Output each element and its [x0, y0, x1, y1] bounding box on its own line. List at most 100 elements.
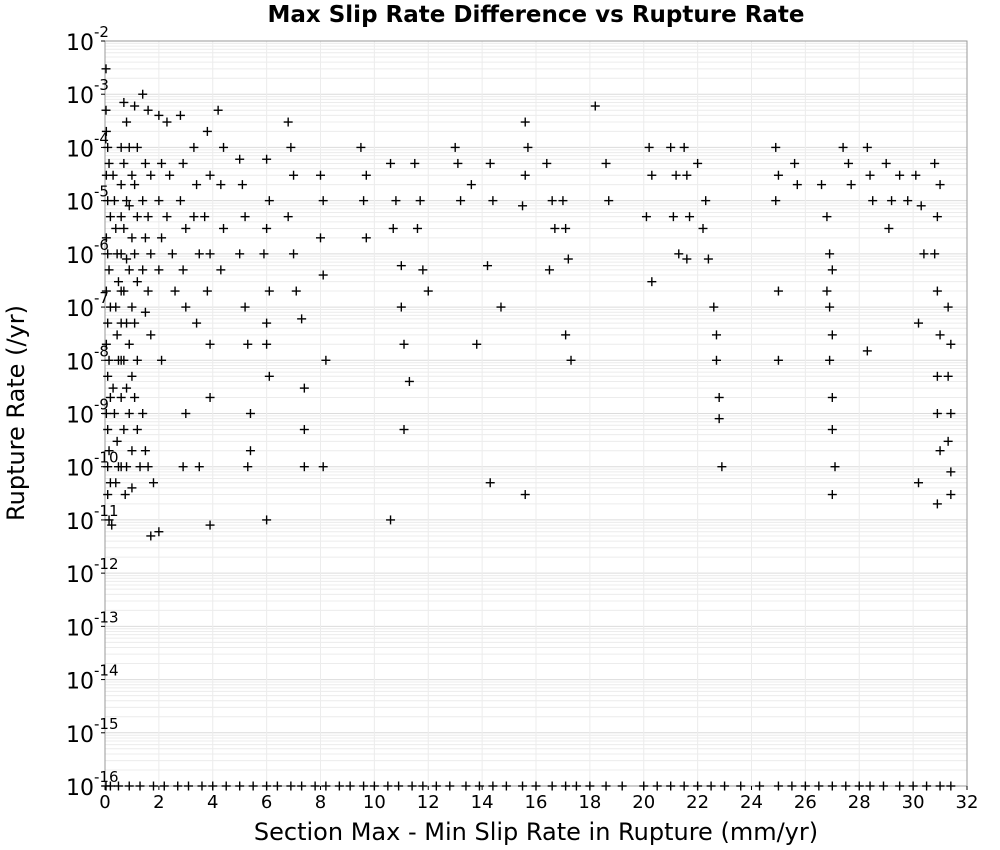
baseline-data-point — [814, 781, 824, 791]
data-point — [386, 158, 396, 168]
data-point — [316, 233, 325, 243]
baseline-data-point — [297, 781, 307, 791]
data-point — [154, 196, 164, 206]
data-point — [132, 355, 142, 365]
data-point — [356, 142, 366, 152]
data-point — [243, 462, 253, 472]
x-tick-label: 14 — [471, 792, 494, 813]
data-point — [202, 286, 212, 296]
data-point — [116, 180, 126, 190]
data-point — [289, 170, 299, 180]
data-point — [122, 383, 132, 393]
data-point — [143, 212, 153, 222]
data-point — [930, 158, 940, 168]
baseline-data-point — [827, 781, 837, 791]
y-tick-label: 10-9 — [66, 396, 109, 429]
y-tick-label: 10-3 — [66, 76, 109, 109]
data-point — [792, 180, 802, 190]
data-point — [321, 355, 331, 365]
data-point — [903, 196, 913, 206]
data-point — [132, 277, 142, 287]
data-point — [119, 286, 129, 296]
data-point — [146, 330, 156, 340]
data-point — [104, 355, 114, 365]
baseline-data-point — [135, 781, 145, 791]
data-point — [518, 201, 528, 211]
data-point — [205, 339, 215, 349]
baseline-data-point — [345, 781, 355, 791]
baseline-data-point — [773, 781, 783, 791]
x-tick-label: 22 — [686, 792, 709, 813]
data-point — [245, 446, 255, 456]
y-tick-label: 10-11 — [66, 502, 119, 535]
data-point — [450, 142, 460, 152]
data-point — [245, 409, 255, 418]
data-point — [154, 527, 164, 537]
data-point — [103, 425, 113, 435]
data-point — [130, 392, 140, 402]
baseline-data-point — [878, 781, 888, 791]
data-point — [240, 302, 250, 312]
baseline-data-point — [679, 781, 689, 791]
y-tick-label: 10-6 — [66, 236, 109, 269]
data-point — [297, 314, 307, 324]
data-point — [916, 201, 926, 211]
data-point — [154, 265, 164, 275]
data-point — [108, 383, 118, 393]
baseline-data-point — [394, 781, 404, 791]
data-point — [399, 425, 409, 435]
data-point — [472, 339, 482, 349]
data-point — [243, 339, 253, 349]
data-point — [523, 142, 533, 152]
data-point — [289, 249, 299, 259]
baseline-data-point — [652, 781, 662, 791]
x-tick-label: 28 — [848, 792, 871, 813]
data-point — [262, 154, 272, 164]
data-point — [771, 142, 781, 152]
baseline-data-point — [561, 781, 571, 791]
data-point — [124, 409, 134, 418]
data-point — [262, 515, 272, 525]
baseline-data-point — [601, 781, 611, 791]
data-point — [423, 286, 433, 296]
data-point — [520, 490, 530, 500]
data-point — [318, 462, 328, 472]
data-point — [485, 478, 495, 488]
data-point — [264, 196, 274, 206]
data-point — [154, 110, 164, 120]
data-point — [547, 196, 557, 206]
axis-ticks: 0 2 4 6 8 10 12 14 16 18 20 22 24 26 28 30 3210-1610-151… — [66, 23, 978, 813]
data-point — [162, 212, 172, 222]
data-point — [932, 371, 942, 381]
data-point — [286, 142, 296, 152]
data-point — [561, 223, 571, 233]
data-point — [146, 170, 156, 180]
data-point — [361, 170, 371, 180]
data-point — [143, 286, 153, 296]
data-point — [709, 302, 719, 312]
data-point — [175, 110, 185, 120]
data-point — [157, 158, 167, 168]
data-point — [178, 158, 188, 168]
baseline-data-point — [124, 781, 134, 791]
baseline-data-point — [895, 781, 905, 791]
data-point — [283, 117, 293, 127]
data-point — [846, 180, 856, 190]
data-point — [868, 196, 878, 206]
data-point — [235, 249, 245, 259]
data-point — [192, 180, 202, 190]
y-tick-label: 10-2 — [66, 23, 109, 56]
data-point — [827, 425, 837, 435]
x-tick-label: 16 — [525, 792, 548, 813]
data-point — [520, 117, 530, 127]
baseline-data-point — [755, 781, 765, 791]
data-point — [132, 425, 142, 435]
data-point — [127, 371, 137, 381]
data-point — [181, 409, 191, 418]
data-point — [192, 318, 202, 328]
data-point — [283, 212, 293, 222]
data-point — [644, 142, 654, 152]
data-point — [415, 196, 425, 206]
data-point — [679, 142, 689, 152]
data-point — [122, 462, 132, 472]
